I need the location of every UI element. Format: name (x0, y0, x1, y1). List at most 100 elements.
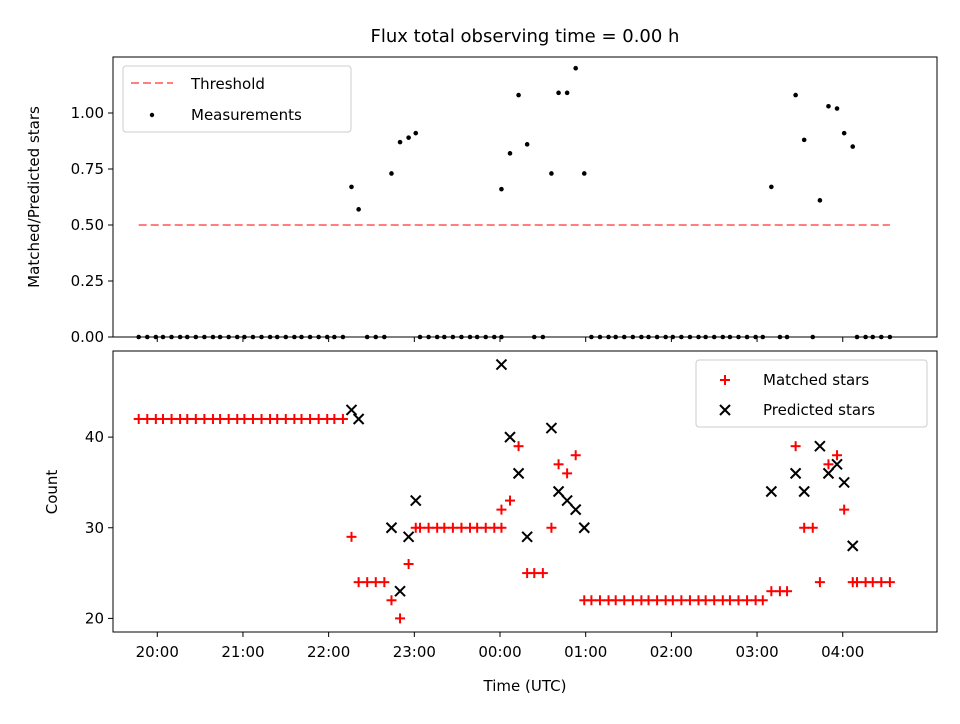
matched-point (700, 595, 711, 606)
measurement-point (549, 171, 554, 176)
predicted-point (410, 494, 422, 507)
top-panel-title: Flux total observing time = 0.00 h (371, 26, 680, 47)
top-y-tick-label: 0.50 (71, 216, 104, 234)
matched-point (403, 559, 414, 570)
bottom-x-tick-label: 02:00 (650, 643, 693, 661)
predicted-point (345, 404, 358, 416)
matched-point (415, 522, 426, 533)
matched-point (496, 522, 507, 533)
matched-point (562, 468, 573, 479)
matched-point (814, 577, 825, 588)
top-y-ticks: 0.00 0.25 0.50 0.75 1.00 (71, 104, 113, 346)
matched-point (667, 595, 678, 606)
predicted-point (578, 522, 590, 534)
predicted-point (789, 467, 802, 480)
bottom-y-ticks: 20 30 40 (85, 428, 113, 627)
measurement-point (406, 135, 411, 140)
legend-measurements-swatch (149, 112, 155, 118)
matched-point (513, 441, 524, 452)
predicted-point (394, 585, 406, 597)
matched-point (799, 522, 810, 533)
matched-point (733, 595, 744, 606)
matched-point (496, 504, 507, 515)
bottom-y-tick-label: 30 (85, 519, 104, 537)
predicted-point (831, 458, 843, 471)
measurement-point (769, 184, 774, 190)
matched-point (223, 413, 234, 424)
measurement-point (817, 198, 823, 203)
matched-point (724, 595, 735, 606)
matched-point (190, 413, 201, 424)
matched-point (379, 577, 390, 588)
legend-matched-swatch (720, 375, 730, 385)
matched-point (472, 522, 483, 533)
predicted-point (847, 540, 859, 552)
predicted-point (545, 422, 558, 434)
measurement-point (564, 90, 570, 96)
predicted-point (521, 531, 533, 543)
matched-point (546, 522, 557, 533)
matched-point (386, 595, 397, 606)
predicted-point (352, 413, 365, 425)
matched-point (553, 459, 564, 470)
matched-point (742, 595, 753, 606)
bottom-x-tick-label: 23:00 (393, 643, 436, 661)
matched-point (832, 450, 843, 461)
predicted-point (798, 485, 810, 498)
predicted-point (569, 503, 582, 516)
predicted-point (385, 522, 398, 534)
bottom-x-ticks: 20:00 21:00 22:00 23:00 00:00 01:00 02:00 03:00… (136, 632, 864, 661)
matched-point (619, 595, 630, 606)
matched-point (757, 595, 768, 606)
top-panel: Flux total observing time = 0.00 h Match… (25, 26, 938, 346)
measurement-point (801, 137, 807, 143)
measurement-point (413, 130, 419, 136)
top-x-ticks (156, 337, 844, 342)
matched-point (594, 595, 605, 606)
matched-point (823, 459, 834, 470)
measurement-point (499, 186, 504, 192)
bottom-panel-marks (133, 358, 895, 624)
matched-point (643, 595, 654, 606)
measurement-point (389, 171, 394, 176)
matched-point (256, 413, 267, 424)
measurement-point (793, 92, 798, 98)
measurement-point (581, 171, 587, 176)
matched-point (610, 595, 621, 606)
matched-point (676, 595, 687, 606)
matched-point (142, 413, 153, 424)
matched-point (766, 586, 777, 597)
bottom-x-tick-label: 21:00 (221, 643, 264, 661)
bottom-x-tick-label: 22:00 (307, 643, 350, 661)
matched-point (529, 568, 540, 579)
bottom-legend-box (695, 359, 928, 428)
matched-point (353, 577, 364, 588)
bottom-x-axis-label: Time (UTC) (483, 677, 567, 695)
predicted-point (512, 467, 525, 480)
top-y-tick-label: 0.25 (71, 272, 104, 290)
matched-point (370, 577, 381, 588)
predicted-point (814, 440, 826, 452)
top-y-tick-label: 0.00 (71, 328, 104, 346)
matched-point (157, 413, 168, 424)
top-legend: Threshold Measurements (122, 65, 352, 133)
matched-point (627, 595, 638, 606)
top-legend-box (122, 65, 352, 133)
measurement-point (834, 106, 840, 111)
matched-point (684, 595, 695, 606)
predicted-point (765, 485, 778, 498)
matched-point (423, 522, 434, 533)
legend-predicted-swatch (719, 404, 731, 416)
bottom-x-tick-label: 03:00 (735, 643, 778, 661)
matched-point (807, 522, 818, 533)
bottom-y-axis-label: Count (43, 470, 61, 515)
predicted-point (402, 531, 415, 543)
top-y-axis-label: Matched/Predicted stars (25, 106, 43, 288)
matched-point (439, 522, 450, 533)
matched-point (296, 413, 307, 424)
predicted-point (561, 494, 573, 507)
matched-point (876, 577, 887, 588)
bottom-x-tick-label: 00:00 (478, 643, 521, 661)
